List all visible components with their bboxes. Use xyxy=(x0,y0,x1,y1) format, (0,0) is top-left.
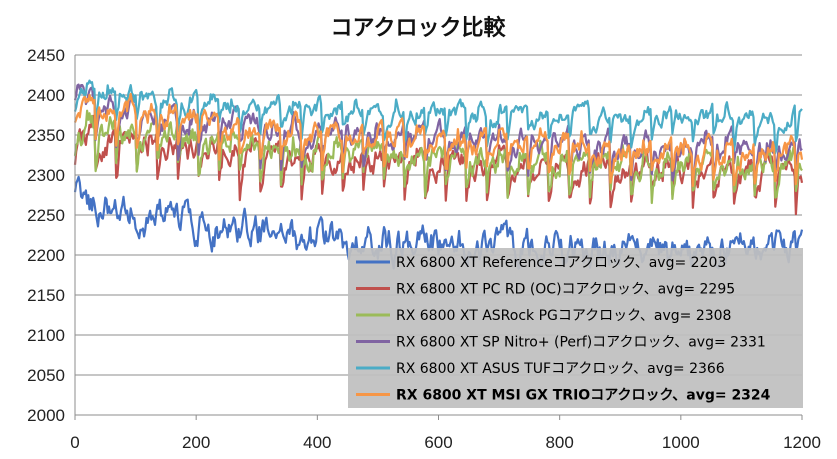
legend-label: RX 6800 XT PC RD (OC)コアクロック、avg= 2295 xyxy=(396,282,735,298)
legend-label: RX 6800 XT SP Nitro+ (Perf)コアクロック、avg= 2… xyxy=(396,335,766,351)
legend-label: RX 6800 XT MSI GX TRIOコアクロック、avg= 2324 xyxy=(396,388,771,404)
chart-title: コアクロック比較 xyxy=(331,15,507,41)
series-line xyxy=(73,92,804,188)
legend-label: RX 6800 XT ASRock PGコアクロック、avg= 2308 xyxy=(396,308,731,324)
legend-label: RX 6800 XT Referenceコアクロック、avg= 2203 xyxy=(396,255,726,271)
y-tick-label: 2250 xyxy=(27,206,65,225)
x-tick-label: 200 xyxy=(182,433,210,452)
series-line xyxy=(73,114,804,216)
y-tick-label: 2150 xyxy=(27,286,65,305)
y-tick-label: 2350 xyxy=(27,126,65,145)
y-tick-label: 2000 xyxy=(27,406,65,425)
series-line xyxy=(73,79,803,155)
series-line xyxy=(73,109,803,205)
x-tick-label: 800 xyxy=(545,433,573,452)
y-tick-label: 2200 xyxy=(27,246,65,265)
x-tick-label: 1200 xyxy=(783,433,821,452)
x-tick-label: 1000 xyxy=(662,433,700,452)
y-tick-label: 2050 xyxy=(27,366,65,385)
x-tick-label: 600 xyxy=(424,433,452,452)
y-tick-label: 2100 xyxy=(27,326,65,345)
y-tick-label: 2400 xyxy=(27,86,65,105)
y-tick-label: 2300 xyxy=(27,166,65,185)
x-tick-label: 400 xyxy=(303,433,331,452)
legend-box xyxy=(348,248,803,408)
x-tick-label: 0 xyxy=(70,433,79,452)
legend-label: RX 6800 XT ASUS TUFコアクロック、avg= 2366 xyxy=(396,361,725,377)
y-tick-label: 2450 xyxy=(27,46,65,65)
axis-layer: 2000205021002150220022502300235024002450… xyxy=(27,46,821,452)
legend: RX 6800 XT Referenceコアクロック、avg= 2203 RX 6… xyxy=(348,248,803,408)
